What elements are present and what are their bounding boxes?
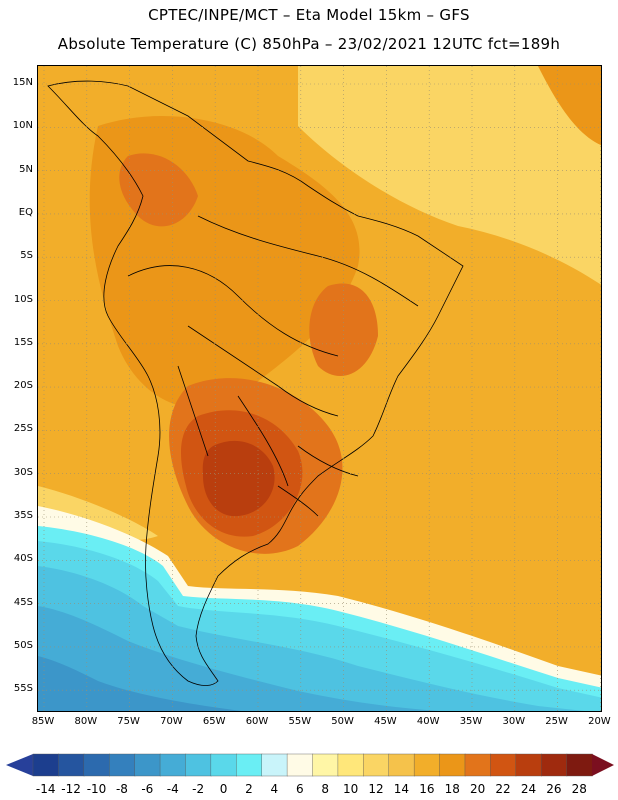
colorbar-cell: [337, 753, 365, 777]
lon-tick-label: 65W: [202, 716, 226, 727]
colorbar: [6, 753, 614, 777]
lon-tick-label: 35W: [459, 716, 483, 727]
lat-tick-label: EQ: [18, 206, 33, 218]
lat-tick-label: 15N: [12, 77, 33, 88]
lat-tick-label: 10S: [13, 293, 33, 305]
lon-tick-label: 80W: [74, 716, 98, 727]
colorbar-tick-label: 8: [321, 782, 330, 796]
colorbar-cell: [388, 753, 415, 777]
colorbar-cell: [185, 753, 212, 777]
colorbar-cell: [540, 753, 568, 777]
lat-tick-label: 5S: [20, 250, 33, 262]
colorbar-cell: [515, 753, 542, 777]
colorbar-tick-label: -4: [166, 782, 179, 796]
lat-tick-label: 55S: [13, 683, 33, 695]
colorbar-tick-label: -10: [86, 782, 107, 796]
colorbar-tick-label: 28: [571, 782, 587, 796]
colorbar-high-arrow: [592, 754, 614, 776]
colorbar-tick-label: 22: [495, 782, 511, 796]
lon-tick-label: 70W: [160, 716, 183, 727]
colorbar-cell: [286, 753, 314, 777]
lat-tick-label: 10N: [12, 120, 33, 132]
colorbar-tick-label: -14: [35, 782, 56, 796]
colorbar-tick-label: 6: [295, 782, 304, 796]
colorbar-tick-label: -12: [61, 782, 81, 796]
colorbar-cell: [58, 753, 85, 777]
colorbar-cell: [83, 753, 110, 777]
colorbar-cell: [566, 753, 593, 777]
colorbar-cell: [490, 753, 517, 777]
lat-tick-label: 5N: [19, 163, 33, 175]
colorbar-tick-label: 0: [219, 782, 228, 796]
colorbar-cell: [159, 753, 187, 777]
colorbar-cell: [32, 753, 60, 777]
colorbar-tick-label: 4: [270, 782, 279, 796]
lat-tick-label: 50S: [13, 639, 33, 651]
lon-tick-label: 40W: [416, 716, 440, 727]
colorbar-tick-label: 14: [393, 782, 410, 796]
lon-tick-label: 25W: [545, 716, 568, 727]
temperature-contours: [38, 66, 601, 711]
map-subtitle: Absolute Temperature (C) 850hPa – 23/02/…: [57, 35, 561, 53]
colorbar-tick-label: 2: [245, 782, 253, 796]
lon-tick-label: 60W: [245, 716, 269, 727]
lat-tick-label: 20S: [13, 380, 33, 392]
colorbar-cell: [312, 753, 339, 777]
lon-tick-label: 75W: [117, 716, 140, 727]
colorbar-cell: [236, 753, 263, 777]
colorbar-tick-label: 12: [368, 782, 384, 796]
colorbar-cell: [261, 753, 288, 777]
lat-tick-label: 40S: [13, 553, 33, 565]
lon-tick-label: 30W: [502, 716, 526, 727]
colorbar-cell: [134, 753, 161, 777]
colorbar-tick-label: -2: [192, 782, 205, 796]
continent-outline: [47, 80, 464, 686]
lon-tick-label: 20W: [588, 716, 611, 727]
colorbar-tick-label: 16: [419, 782, 435, 796]
colorbar-tick-label: 10: [342, 782, 359, 796]
colorbar-cell: [439, 753, 466, 777]
colorbar-tick-label: 24: [520, 782, 537, 796]
temperature-map: [37, 65, 602, 712]
colorbar-low-arrow: [6, 754, 33, 776]
colorbar-tick-label: -8: [115, 782, 128, 796]
colorbar-tick-label: 18: [444, 782, 460, 796]
lon-tick-label: 85W: [31, 716, 55, 727]
lon-tick-label: 45W: [374, 716, 397, 727]
lat-tick-label: 45S: [13, 596, 33, 608]
colorbar-cell: [413, 753, 441, 777]
lat-tick-label: 15S: [13, 336, 33, 348]
colorbar-tick-label: -6: [141, 782, 154, 796]
lat-tick-label: 30S: [13, 466, 33, 478]
lat-tick-label: 25S: [13, 423, 33, 435]
colorbar-tick-label: 26: [546, 782, 562, 796]
lat-tick-label: 35S: [13, 510, 33, 521]
colorbar-cell: [210, 753, 237, 777]
colorbar-cell: [363, 753, 390, 777]
colorbar-tick-label: 20: [470, 782, 486, 796]
colorbar-cell: [109, 753, 136, 777]
map-title: CPTEC/INPE/MCT – Eta Model 15km – GFS: [148, 6, 470, 24]
lon-tick-label: 50W: [331, 716, 354, 727]
lon-tick-label: 55W: [288, 716, 312, 727]
colorbar-cell: [464, 753, 492, 777]
